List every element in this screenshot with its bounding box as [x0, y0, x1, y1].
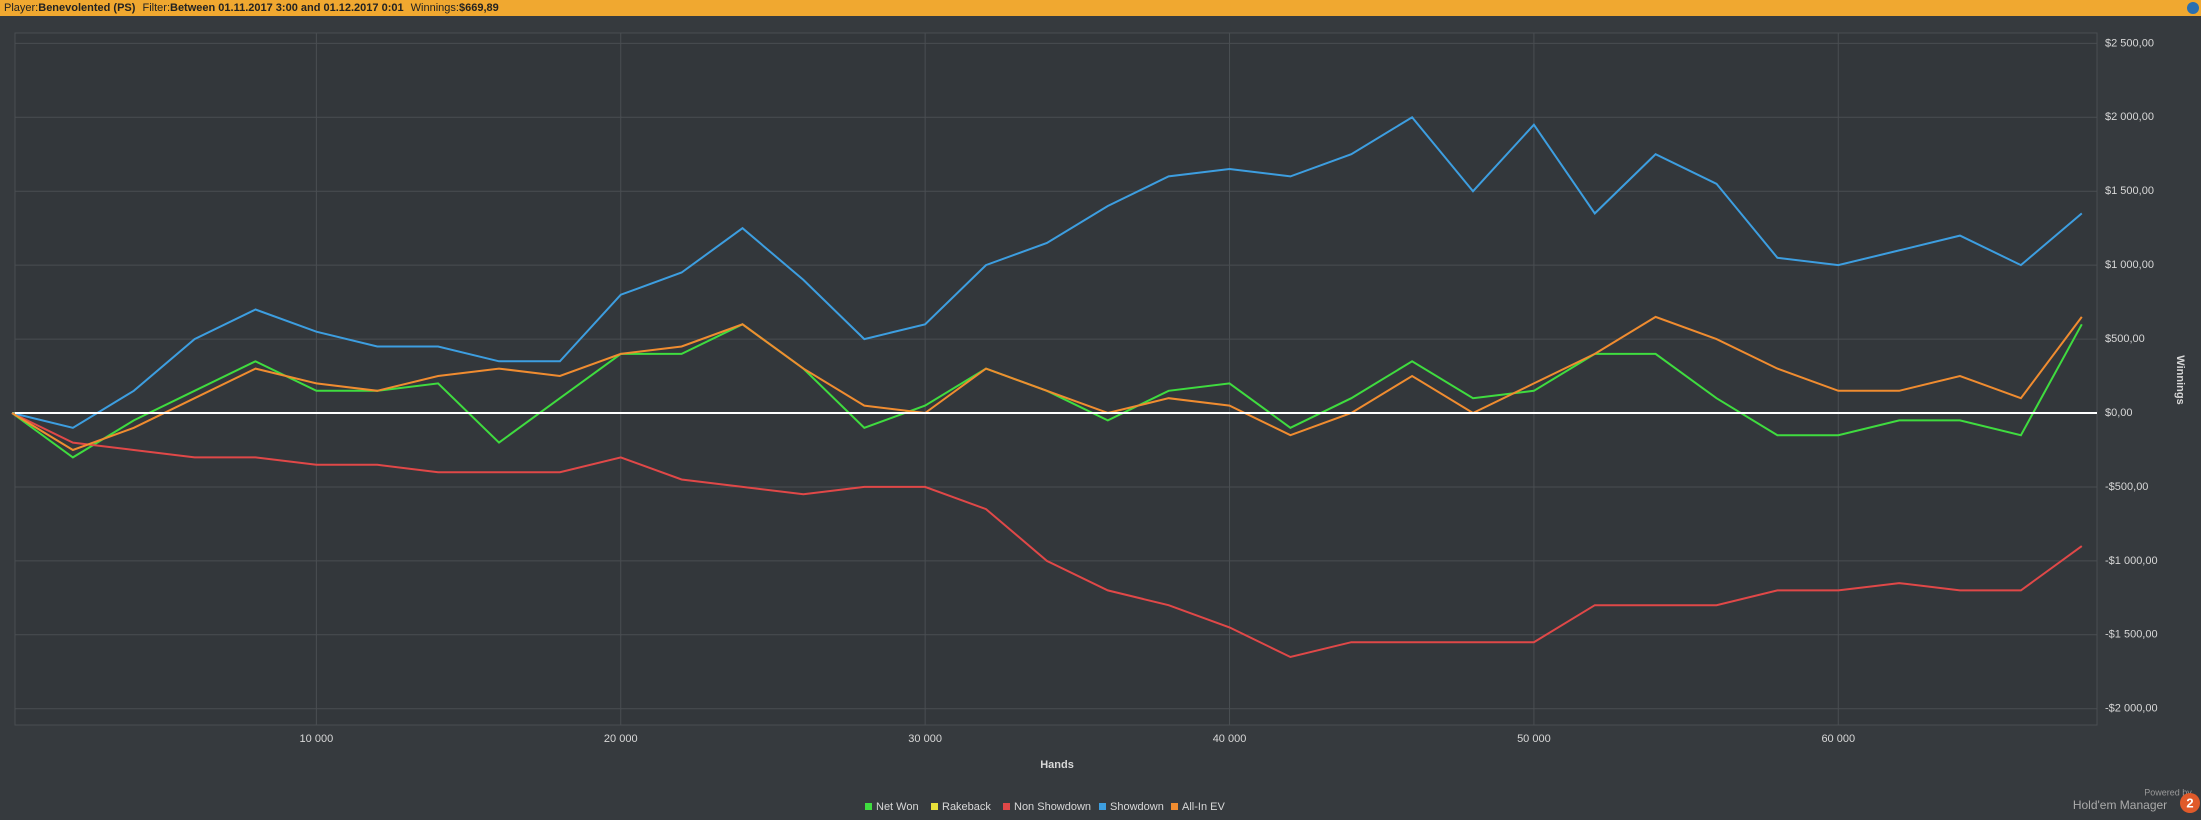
- legend-swatch: [1171, 803, 1178, 810]
- player-label: Player:: [4, 2, 39, 14]
- filter-label: Filter:: [142, 2, 171, 14]
- x-axis-title: Hands: [1040, 759, 1074, 771]
- legend-swatch: [865, 803, 872, 810]
- x-tick-label: 30 000: [908, 733, 942, 745]
- y-tick-label: $2 500,00: [2105, 37, 2154, 49]
- legend-label: Showdown: [1110, 801, 1164, 813]
- player: Benevolented (PS): [38, 2, 136, 14]
- powered-by: Powered by: [2144, 787, 2192, 797]
- x-tick-label: 40 000: [1213, 733, 1247, 745]
- legend-swatch: [931, 803, 938, 810]
- plot-area: [14, 32, 2098, 726]
- x-tick-label: 20 000: [604, 733, 638, 745]
- brand: Hold'em Manager: [2073, 798, 2167, 812]
- legend-label: Rakeback: [942, 801, 991, 813]
- y-axis-title: Winnings: [2174, 355, 2186, 404]
- legend-label: Non Showdown: [1014, 801, 1091, 813]
- y-tick-label: $500,00: [2105, 333, 2145, 345]
- y-tick-label: -$1 000,00: [2105, 555, 2158, 567]
- logo-text: 2: [2186, 795, 2193, 810]
- series-line: [11, 315, 2083, 452]
- y-tick-label: -$1 500,00: [2105, 629, 2158, 641]
- x-tick-label: 60 000: [1821, 733, 1855, 745]
- winnings: $669,89: [458, 2, 499, 14]
- legend-label: All-In EV: [1182, 801, 1225, 813]
- logo: [2180, 793, 2200, 813]
- y-tick-label: -$500,00: [2105, 481, 2148, 493]
- legend-swatch: [1003, 803, 1010, 810]
- legend-swatch: [1099, 803, 1106, 810]
- filter: Between 01.11.2017 3:00 and 01.12.2017 0…: [170, 2, 404, 14]
- header-bar: Player:Benevolented (PS) Filter:Between …: [0, 0, 2201, 16]
- winnings-label: Winnings:: [410, 2, 459, 14]
- series-line: [11, 115, 2083, 429]
- x-tick-label: 50 000: [1517, 733, 1551, 745]
- y-tick-label: $0,00: [2105, 407, 2133, 419]
- legend-label: Net Won: [876, 801, 919, 813]
- y-tick-label: -$2 000,00: [2105, 703, 2158, 715]
- y-tick-label: $1 500,00: [2105, 185, 2154, 197]
- series-line: [11, 412, 2083, 659]
- x-tick-label: 10 000: [300, 733, 334, 745]
- y-tick-label: $2 000,00: [2105, 111, 2154, 123]
- y-tick-label: $1 000,00: [2105, 259, 2154, 271]
- help-icon[interactable]: [2187, 2, 2199, 14]
